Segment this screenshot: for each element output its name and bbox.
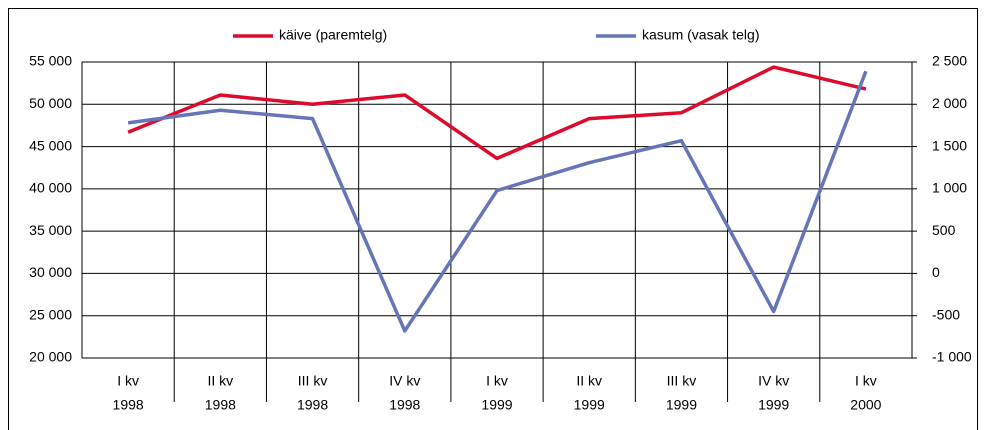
- y-tick-label: 35 000: [29, 222, 72, 238]
- x-tick-label: 1998: [205, 397, 236, 413]
- y-tick-label: 45 000: [29, 137, 72, 153]
- y-tick-label: 30 000: [29, 264, 72, 280]
- x-tick-label: 2000: [850, 397, 881, 413]
- x-tick-label: III kv: [298, 373, 328, 389]
- x-tick-label: 1999: [666, 397, 697, 413]
- y2-tick-label: 500: [932, 222, 956, 238]
- legend-label: käive (paremtelg): [279, 27, 387, 43]
- y-tick-label: 50 000: [29, 95, 72, 111]
- x-tick-label: II kv: [207, 373, 233, 389]
- y2-tick-label: -1 000: [932, 349, 972, 365]
- y2-tick-label: 1 000: [932, 180, 967, 196]
- x-tick-label: III kv: [667, 373, 697, 389]
- y2-tick-label: 0: [932, 264, 940, 280]
- y2-tick-label: 1 500: [932, 137, 967, 153]
- x-tick-label: I kv: [486, 373, 508, 389]
- x-tick-label: 1999: [574, 397, 605, 413]
- y2-tick-label: 2 500: [932, 53, 967, 69]
- x-tick-label: 1998: [297, 397, 328, 413]
- y-tick-label: 25 000: [29, 306, 72, 322]
- y2-tick-label: 2 000: [932, 95, 967, 111]
- x-tick-label: 1999: [758, 397, 789, 413]
- y-tick-label: 40 000: [29, 180, 72, 196]
- x-tick-label: II kv: [576, 373, 602, 389]
- x-tick-label: 1999: [481, 397, 512, 413]
- x-tick-label: IV kv: [389, 373, 420, 389]
- legend-label: kasum (vasak telg): [642, 27, 759, 43]
- y2-tick-label: -500: [932, 306, 960, 322]
- y-tick-label: 20 000: [29, 349, 72, 365]
- y-tick-label: 55 000: [29, 53, 72, 69]
- x-tick-label: IV kv: [758, 373, 789, 389]
- chart-frame: [8, 8, 978, 430]
- x-tick-label: 1998: [113, 397, 144, 413]
- series-line: [127, 70, 868, 333]
- series-line: [127, 65, 867, 161]
- x-tick-label: I kv: [855, 373, 877, 389]
- x-tick-label: 1998: [389, 397, 420, 413]
- x-tick-label: I kv: [117, 373, 139, 389]
